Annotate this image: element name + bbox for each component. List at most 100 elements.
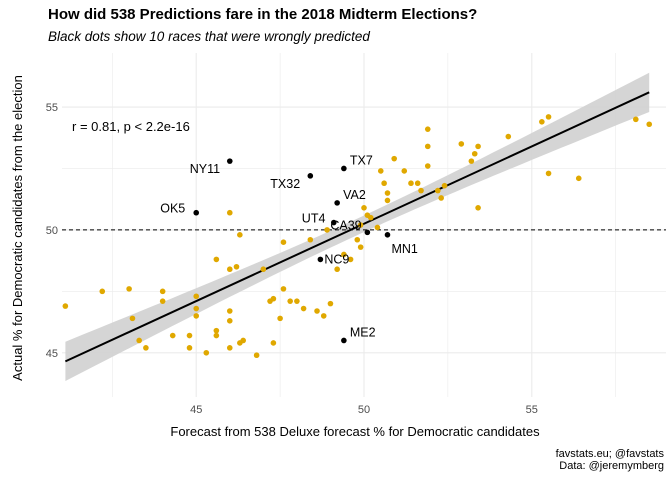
x-tick-label: 45 [190, 404, 202, 416]
correct-race-point [384, 197, 391, 204]
chart-subtitle: Black dots show 10 races that were wrong… [48, 29, 370, 44]
correct-race-point [294, 298, 300, 304]
point-label-ok5: OK5 [160, 202, 185, 216]
correct-race-point [186, 332, 193, 339]
correct-race-point [186, 345, 193, 351]
correct-race-point [136, 337, 142, 344]
correct-race-point [159, 298, 166, 304]
correct-race-point [99, 288, 106, 295]
correct-race-point [418, 187, 424, 194]
correct-race-point [193, 313, 200, 319]
correct-race-point [334, 266, 340, 273]
correct-race-point [424, 143, 431, 150]
correct-race-point [327, 300, 334, 307]
y-tick-label: 45 [46, 348, 58, 360]
correct-race-point [458, 141, 465, 147]
x-axis-title: Forecast from 538 Deluxe forecast % for … [170, 424, 540, 439]
correct-race-point [357, 244, 364, 250]
x-tick-label: 50 [358, 404, 370, 416]
wrong-race-point-tx7 [341, 165, 347, 172]
correct-race-point [438, 195, 444, 201]
point-label-ca39: CA39 [330, 218, 361, 232]
correct-race-point [435, 187, 441, 194]
correct-race-point [377, 168, 384, 174]
wrong-race-point-mn1 [384, 232, 391, 238]
correct-race-point [193, 305, 200, 312]
correct-race-point [270, 340, 277, 346]
point-label-me2: ME2 [350, 325, 376, 339]
correct-race-point [539, 119, 545, 125]
y-tick-label: 50 [46, 225, 58, 237]
correct-race-point [545, 170, 552, 177]
correct-race-point [260, 266, 267, 273]
point-label-nc9: NC9 [324, 252, 349, 266]
axis-ticks: 45 50 55 45 50 55 [46, 102, 538, 416]
correct-race-point [226, 308, 233, 314]
regression-line [64, 91, 650, 363]
correct-race-point [475, 143, 481, 150]
wrong-race-point-ok5 [193, 209, 200, 216]
correct-race-point [341, 251, 347, 258]
wrong-race-point-me2 [341, 337, 347, 344]
correct-race-point [347, 256, 354, 263]
wrong-race-point-va2 [334, 200, 340, 206]
correct-race-point [213, 327, 220, 334]
correct-race-point [143, 345, 149, 351]
correct-race-point [475, 205, 481, 211]
correct-race-point [324, 227, 330, 233]
correct-race-point [401, 168, 408, 174]
correct-race-point [237, 232, 243, 238]
fit-line [64, 91, 650, 363]
correct-race-point [62, 303, 69, 309]
correct-race-point [633, 116, 639, 123]
correct-race-point [384, 190, 391, 196]
correct-race-point [253, 352, 260, 359]
x-tick-label: 55 [526, 404, 538, 416]
wrong-race-point-ny11 [226, 158, 233, 164]
correct-race-point [367, 214, 374, 221]
point-label-ut4: UT4 [302, 212, 326, 226]
correct-race-point [240, 337, 246, 344]
correct-race-point [159, 288, 166, 295]
point-label-mn1: MN1 [391, 242, 417, 256]
point-label-ny11: NY11 [190, 162, 220, 176]
correct-race-point [391, 155, 398, 162]
correct-race-point [169, 332, 176, 339]
correct-race-point [233, 263, 240, 270]
correct-race-point [545, 114, 552, 120]
correct-race-point [226, 209, 233, 216]
correct-race-point [424, 126, 431, 132]
correct-race-point [226, 318, 233, 324]
correct-race-point [126, 286, 132, 292]
caption-line-2: Data: @jeremymberg [559, 460, 664, 472]
correct-race-point [441, 182, 448, 189]
caption: favstats.eu; @favstats Data: @jeremymber… [556, 448, 664, 472]
point-labels: OK5 NY11 TX32 NC9 VA2 TX7 ME2 UT4 CA39 MN1 [160, 153, 418, 339]
data-points [62, 114, 653, 359]
correct-race-point [361, 205, 367, 211]
chart-title: How did 538 Predictions fare in the 2018… [48, 6, 478, 23]
correct-race-point [277, 315, 283, 322]
correct-race-point [314, 308, 320, 314]
correct-race-point [471, 150, 478, 157]
wrong-race-point-ut4 [331, 219, 337, 226]
correct-race-point [129, 315, 136, 322]
correct-race-point [381, 180, 387, 187]
correlation-annotation: r = 0.81, p < 2.2e-16 [72, 119, 190, 134]
correct-race-point [374, 224, 381, 231]
correct-race-point [468, 158, 475, 164]
correct-race-point [320, 313, 327, 319]
wrong-race-point-tx32 [307, 173, 314, 179]
correct-race-point [193, 293, 200, 300]
correct-race-point [203, 349, 210, 356]
correct-race-point [646, 121, 653, 128]
y-tick-label: 55 [46, 102, 58, 114]
correct-race-point [226, 345, 233, 351]
correct-race-point [414, 180, 421, 187]
correct-race-point [226, 266, 233, 273]
point-label-tx32: TX32 [270, 177, 300, 191]
correct-race-point [287, 298, 293, 304]
correct-race-point [280, 286, 287, 292]
point-label-tx7: TX7 [350, 153, 373, 167]
